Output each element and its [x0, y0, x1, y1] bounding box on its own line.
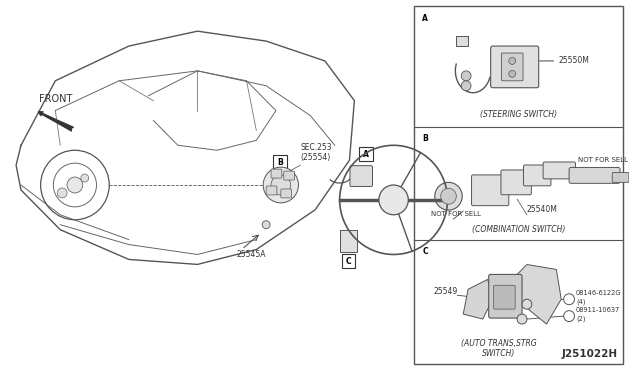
Bar [418, 245, 432, 259]
Text: B: B [567, 297, 572, 302]
Text: NOT FOR SELL: NOT FOR SELL [431, 211, 481, 217]
Text: A: A [422, 14, 428, 23]
FancyBboxPatch shape [489, 275, 522, 318]
FancyBboxPatch shape [491, 46, 539, 88]
Text: (4): (4) [576, 298, 586, 305]
Bar [418, 132, 432, 145]
Circle shape [67, 177, 83, 193]
Text: (AUTO TRANS,STRG: (AUTO TRANS,STRG [461, 339, 537, 348]
FancyBboxPatch shape [501, 170, 531, 195]
Bar [273, 155, 287, 169]
Circle shape [435, 182, 462, 210]
Bar [418, 11, 432, 25]
Text: (COMBINATION SWITCH): (COMBINATION SWITCH) [472, 225, 565, 234]
FancyBboxPatch shape [271, 169, 282, 178]
Circle shape [522, 299, 532, 309]
Bar [414, 6, 623, 364]
FancyBboxPatch shape [612, 173, 629, 182]
Text: J251022H: J251022H [562, 349, 618, 359]
Bar [342, 254, 355, 268]
Circle shape [441, 188, 456, 204]
FancyBboxPatch shape [472, 175, 509, 206]
FancyBboxPatch shape [543, 162, 575, 179]
Text: N: N [567, 314, 572, 318]
FancyBboxPatch shape [493, 285, 515, 309]
Text: SEC.253: SEC.253 [300, 143, 332, 152]
Text: 25545A: 25545A [237, 250, 266, 259]
Text: NOT FOR SELL: NOT FOR SELL [578, 157, 628, 163]
FancyBboxPatch shape [502, 53, 523, 81]
Text: 08146-6122G: 08146-6122G [576, 290, 621, 296]
Text: 25550M: 25550M [558, 57, 589, 65]
FancyBboxPatch shape [284, 171, 294, 180]
Circle shape [509, 57, 516, 64]
Text: B: B [277, 158, 283, 167]
Circle shape [461, 71, 471, 81]
Polygon shape [463, 279, 493, 319]
Circle shape [564, 294, 575, 305]
Circle shape [81, 174, 89, 182]
Polygon shape [517, 264, 561, 324]
Circle shape [263, 167, 298, 203]
Text: (STEERING SWITCH): (STEERING SWITCH) [480, 110, 557, 119]
Circle shape [379, 185, 408, 215]
Text: 25540M: 25540M [527, 205, 558, 214]
FancyBboxPatch shape [266, 186, 277, 195]
Bar [456, 36, 468, 46]
Text: B: B [422, 134, 428, 143]
Text: (25554): (25554) [300, 153, 331, 162]
Circle shape [517, 314, 527, 324]
Circle shape [509, 70, 516, 77]
FancyBboxPatch shape [569, 167, 620, 183]
Text: C: C [346, 257, 351, 266]
Text: C: C [422, 247, 428, 256]
Text: SWITCH): SWITCH) [483, 349, 516, 358]
FancyBboxPatch shape [281, 189, 292, 198]
Text: A: A [363, 150, 369, 159]
Text: (2): (2) [576, 315, 586, 321]
Text: 08911-10637: 08911-10637 [576, 307, 620, 313]
Bar [340, 230, 357, 251]
Circle shape [564, 311, 575, 321]
Circle shape [57, 188, 67, 198]
Text: FRONT: FRONT [38, 94, 72, 104]
Circle shape [461, 81, 471, 91]
Circle shape [271, 175, 291, 195]
FancyBboxPatch shape [350, 166, 372, 186]
Circle shape [262, 221, 270, 229]
FancyBboxPatch shape [524, 165, 551, 186]
Bar [359, 147, 373, 161]
Text: 25549: 25549 [434, 287, 458, 296]
